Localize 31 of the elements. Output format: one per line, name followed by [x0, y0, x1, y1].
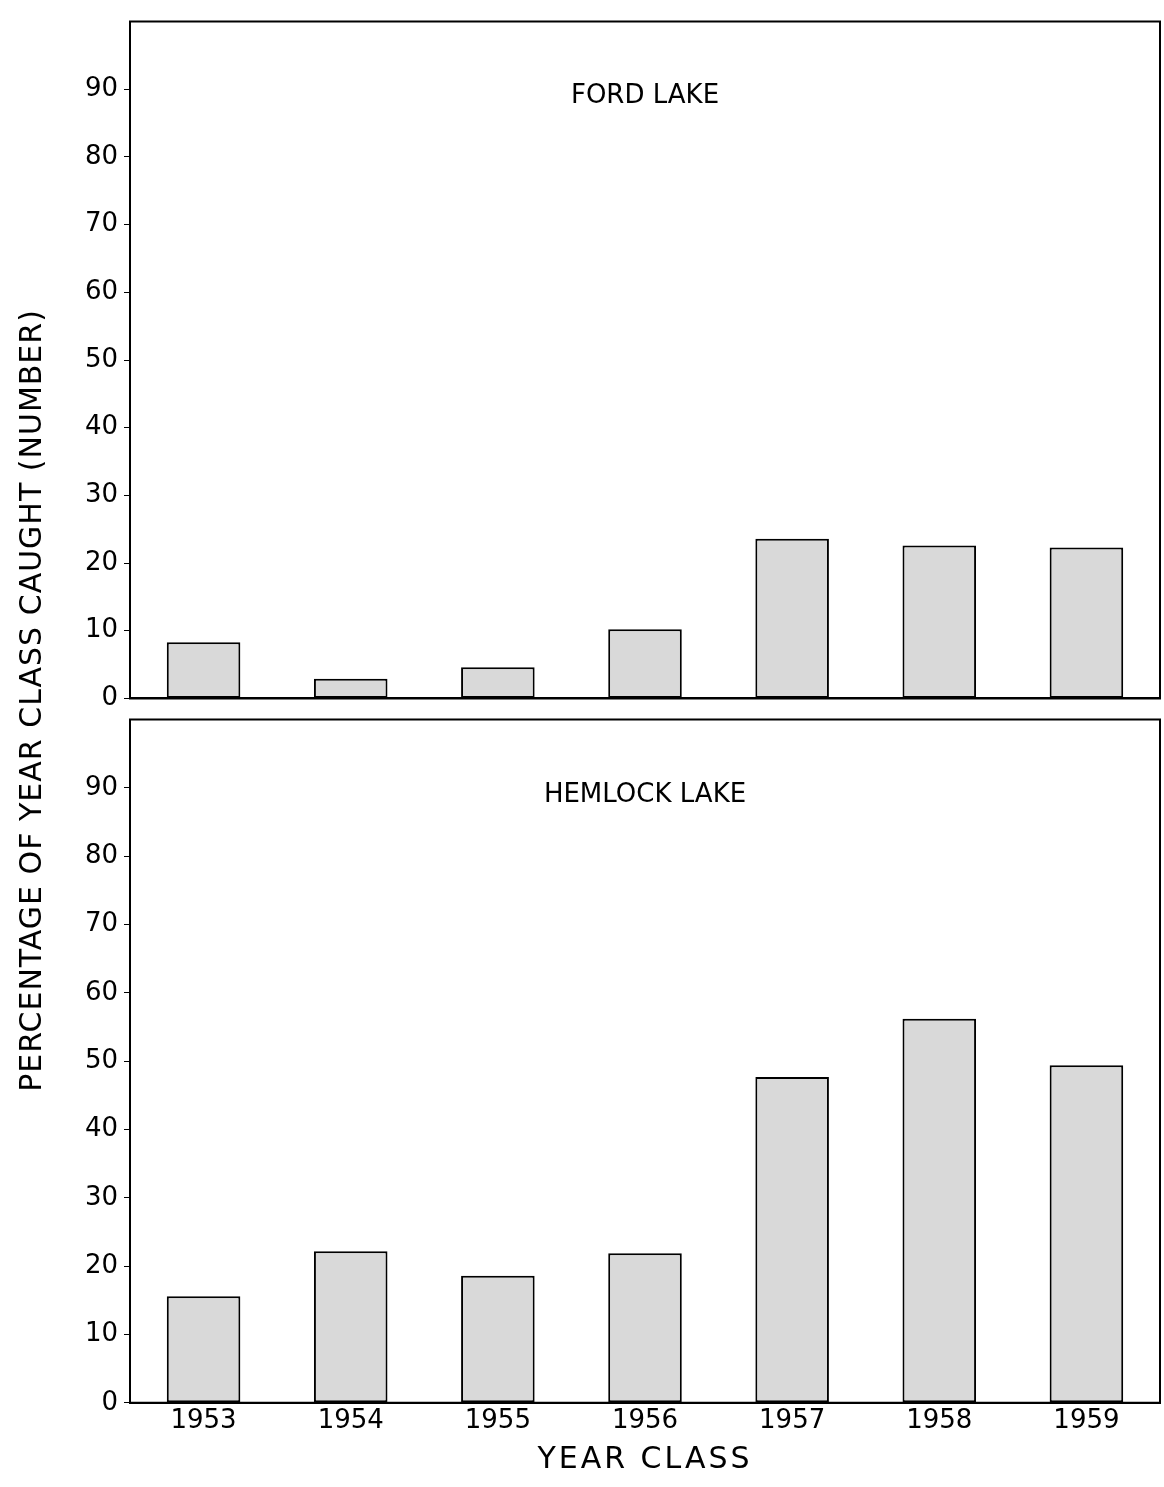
y-axis-title: PERCENTAGE OF YEAR CLASS CAUGHT (NUMBER) [12, 308, 48, 1092]
y-tick-label: 90 [84, 770, 118, 801]
y-tick-label: 40 [84, 410, 118, 441]
text: FORD LAKE [570, 78, 720, 109]
y-tick-label: 80 [84, 838, 118, 869]
y-tick-label: 30 [84, 478, 118, 509]
x-tick-label: 1954 [317, 1404, 384, 1435]
y-tick-label: 20 [84, 1248, 118, 1279]
y-tick-label: 0 [101, 681, 118, 712]
y-tick-label: 80 [84, 139, 118, 170]
y-tick-label: 10 [84, 613, 118, 644]
y-tick-label: 50 [84, 1043, 118, 1074]
x-tick-label: 1958 [906, 1404, 973, 1435]
y-tick-label: 60 [84, 275, 118, 306]
y-tick-label: 0 [101, 1385, 118, 1416]
y-tick-label: 70 [84, 907, 118, 938]
y-tick-label: 60 [84, 975, 118, 1006]
text: HEMLOCK LAKE [543, 777, 747, 808]
x-tick-label: 1955 [464, 1404, 531, 1435]
x-tick-label: 1957 [759, 1404, 826, 1435]
x-tick-label: 1953 [170, 1404, 237, 1435]
x-tick-label: 1959 [1053, 1404, 1120, 1435]
y-tick-label: 90 [84, 72, 118, 103]
y-tick-label: 40 [84, 1112, 118, 1143]
x-axis-title: YEAR CLASS [536, 1440, 754, 1475]
x-tick-label: 1956 [611, 1404, 679, 1435]
y-tick-label: 70 [84, 207, 118, 238]
y-tick-label: 20 [84, 545, 118, 576]
y-tick-label: 10 [84, 1317, 118, 1348]
y-tick-label: 30 [84, 1180, 118, 1211]
y-tick-label: 50 [84, 342, 118, 373]
